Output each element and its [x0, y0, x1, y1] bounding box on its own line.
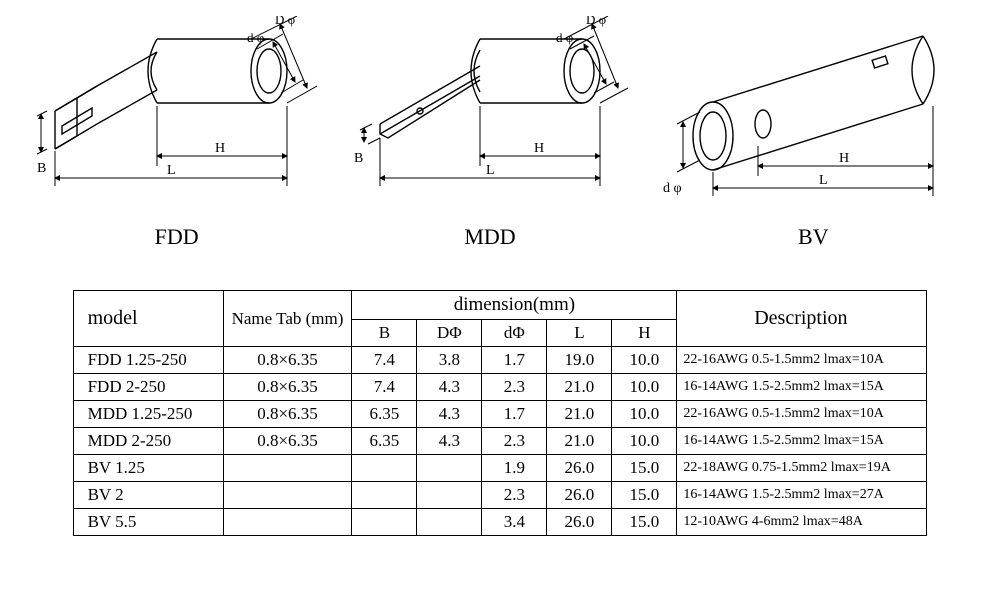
cell-model: MDD 1.25-250	[73, 401, 223, 428]
cell-DPhi: 3.8	[417, 347, 482, 374]
table-row: MDD 2-2500.8×6.356.354.32.321.010.016-14…	[73, 428, 927, 455]
diagram-fdd: D φ d φ H L B	[37, 16, 317, 250]
cell-B	[352, 455, 417, 482]
fdd-svg: D φ d φ H L B	[37, 16, 317, 216]
cell-dPhi: 1.7	[482, 401, 547, 428]
mdd-svg: D φ d φ H L B	[350, 16, 630, 216]
table-row: BV 5.5 3.426.015.012-10AWG 4-6mm2 lmax=48…	[73, 509, 927, 536]
hdr-dPhi: dΦ	[482, 320, 547, 347]
dim-L: L	[167, 163, 176, 178]
dim-d: d φ	[663, 181, 682, 196]
hdr-model: model	[73, 291, 223, 347]
cell-tab: 0.8×6.35	[223, 401, 352, 428]
table-row: BV 1.25 1.926.015.022-18AWG 0.75-1.5mm2 l…	[73, 455, 927, 482]
cell-B	[352, 509, 417, 536]
table-row: FDD 1.25-2500.8×6.357.43.81.719.010.022-…	[73, 347, 927, 374]
cell-DPhi	[417, 482, 482, 509]
cell-tab: 0.8×6.35	[223, 374, 352, 401]
dim-H: H	[215, 141, 225, 156]
cell-H: 10.0	[612, 401, 677, 428]
cell-dPhi: 1.7	[482, 347, 547, 374]
cell-B: 7.4	[352, 374, 417, 401]
cell-L: 19.0	[547, 347, 612, 374]
cell-DPhi	[417, 455, 482, 482]
cell-B: 7.4	[352, 347, 417, 374]
cell-DPhi: 4.3	[417, 374, 482, 401]
cell-L: 26.0	[547, 482, 612, 509]
mdd-label: MDD	[464, 224, 515, 250]
cell-desc: 12-10AWG 4-6mm2 lmax=48A	[677, 509, 927, 536]
cell-desc: 22-16AWG 0.5-1.5mm2 lmax=10A	[677, 401, 927, 428]
dim-H: H	[534, 141, 544, 156]
cell-desc: 16-14AWG 1.5-2.5mm2 lmax=15A	[677, 428, 927, 455]
cell-tab: 0.8×6.35	[223, 428, 352, 455]
cell-model: FDD 1.25-250	[73, 347, 223, 374]
dim-H: H	[839, 151, 849, 166]
hdr-description: Description	[677, 291, 927, 347]
dim-L: L	[819, 173, 828, 188]
bv-svg: H L d φ	[663, 16, 963, 216]
cell-H: 10.0	[612, 347, 677, 374]
hdr-DPhi: DΦ	[417, 320, 482, 347]
cell-DPhi	[417, 509, 482, 536]
cell-H: 15.0	[612, 455, 677, 482]
cell-dPhi: 2.3	[482, 428, 547, 455]
cell-L: 21.0	[547, 401, 612, 428]
hdr-H: H	[612, 320, 677, 347]
cell-tab	[223, 455, 352, 482]
fdd-label: FDD	[155, 224, 199, 250]
cell-H: 15.0	[612, 509, 677, 536]
dim-L: L	[486, 163, 495, 178]
spec-table: model Name Tab (mm) dimension(mm) Descri…	[73, 290, 928, 536]
diagram-mdd: D φ d φ H L B	[350, 16, 630, 250]
cell-tab	[223, 482, 352, 509]
dim-d: d φ	[247, 30, 264, 45]
hdr-name-tab: Name Tab (mm)	[223, 291, 352, 347]
table-row: MDD 1.25-2500.8×6.356.354.31.721.010.022…	[73, 401, 927, 428]
cell-H: 10.0	[612, 428, 677, 455]
cell-L: 21.0	[547, 428, 612, 455]
cell-B: 6.35	[352, 428, 417, 455]
cell-desc: 16-14AWG 1.5-2.5mm2 lmax=15A	[677, 374, 927, 401]
cell-model: FDD 2-250	[73, 374, 223, 401]
cell-tab: 0.8×6.35	[223, 347, 352, 374]
cell-desc: 22-18AWG 0.75-1.5mm2 lmax=19A	[677, 455, 927, 482]
cell-desc: 22-16AWG 0.5-1.5mm2 lmax=10A	[677, 347, 927, 374]
bv-label: BV	[798, 224, 829, 250]
cell-model: BV 2	[73, 482, 223, 509]
dim-d: d φ	[556, 30, 573, 45]
cell-L: 26.0	[547, 455, 612, 482]
cell-model: BV 1.25	[73, 455, 223, 482]
cell-dPhi: 1.9	[482, 455, 547, 482]
dim-B: B	[37, 161, 46, 176]
cell-B: 6.35	[352, 401, 417, 428]
dim-B: B	[354, 151, 363, 166]
cell-dPhi: 2.3	[482, 482, 547, 509]
diagrams-row: D φ d φ H L B	[20, 20, 980, 250]
table-row: FDD 2-2500.8×6.357.44.32.321.010.016-14A…	[73, 374, 927, 401]
cell-L: 21.0	[547, 374, 612, 401]
cell-B	[352, 482, 417, 509]
dim-D: D φ	[586, 16, 606, 27]
cell-dPhi: 2.3	[482, 374, 547, 401]
cell-dPhi: 3.4	[482, 509, 547, 536]
cell-desc: 16-14AWG 1.5-2.5mm2 lmax=27A	[677, 482, 927, 509]
table-body: FDD 1.25-2500.8×6.357.43.81.719.010.022-…	[73, 347, 927, 536]
cell-model: MDD 2-250	[73, 428, 223, 455]
dim-D: D φ	[275, 16, 295, 27]
cell-DPhi: 4.3	[417, 428, 482, 455]
cell-model: BV 5.5	[73, 509, 223, 536]
cell-DPhi: 4.3	[417, 401, 482, 428]
cell-tab	[223, 509, 352, 536]
cell-H: 15.0	[612, 482, 677, 509]
hdr-dimension: dimension(mm)	[352, 291, 677, 320]
cell-L: 26.0	[547, 509, 612, 536]
table-row: BV 2 2.326.015.016-14AWG 1.5-2.5mm2 lmax=…	[73, 482, 927, 509]
hdr-B: B	[352, 320, 417, 347]
cell-H: 10.0	[612, 374, 677, 401]
hdr-L: L	[547, 320, 612, 347]
diagram-bv: H L d φ BV	[663, 16, 963, 250]
